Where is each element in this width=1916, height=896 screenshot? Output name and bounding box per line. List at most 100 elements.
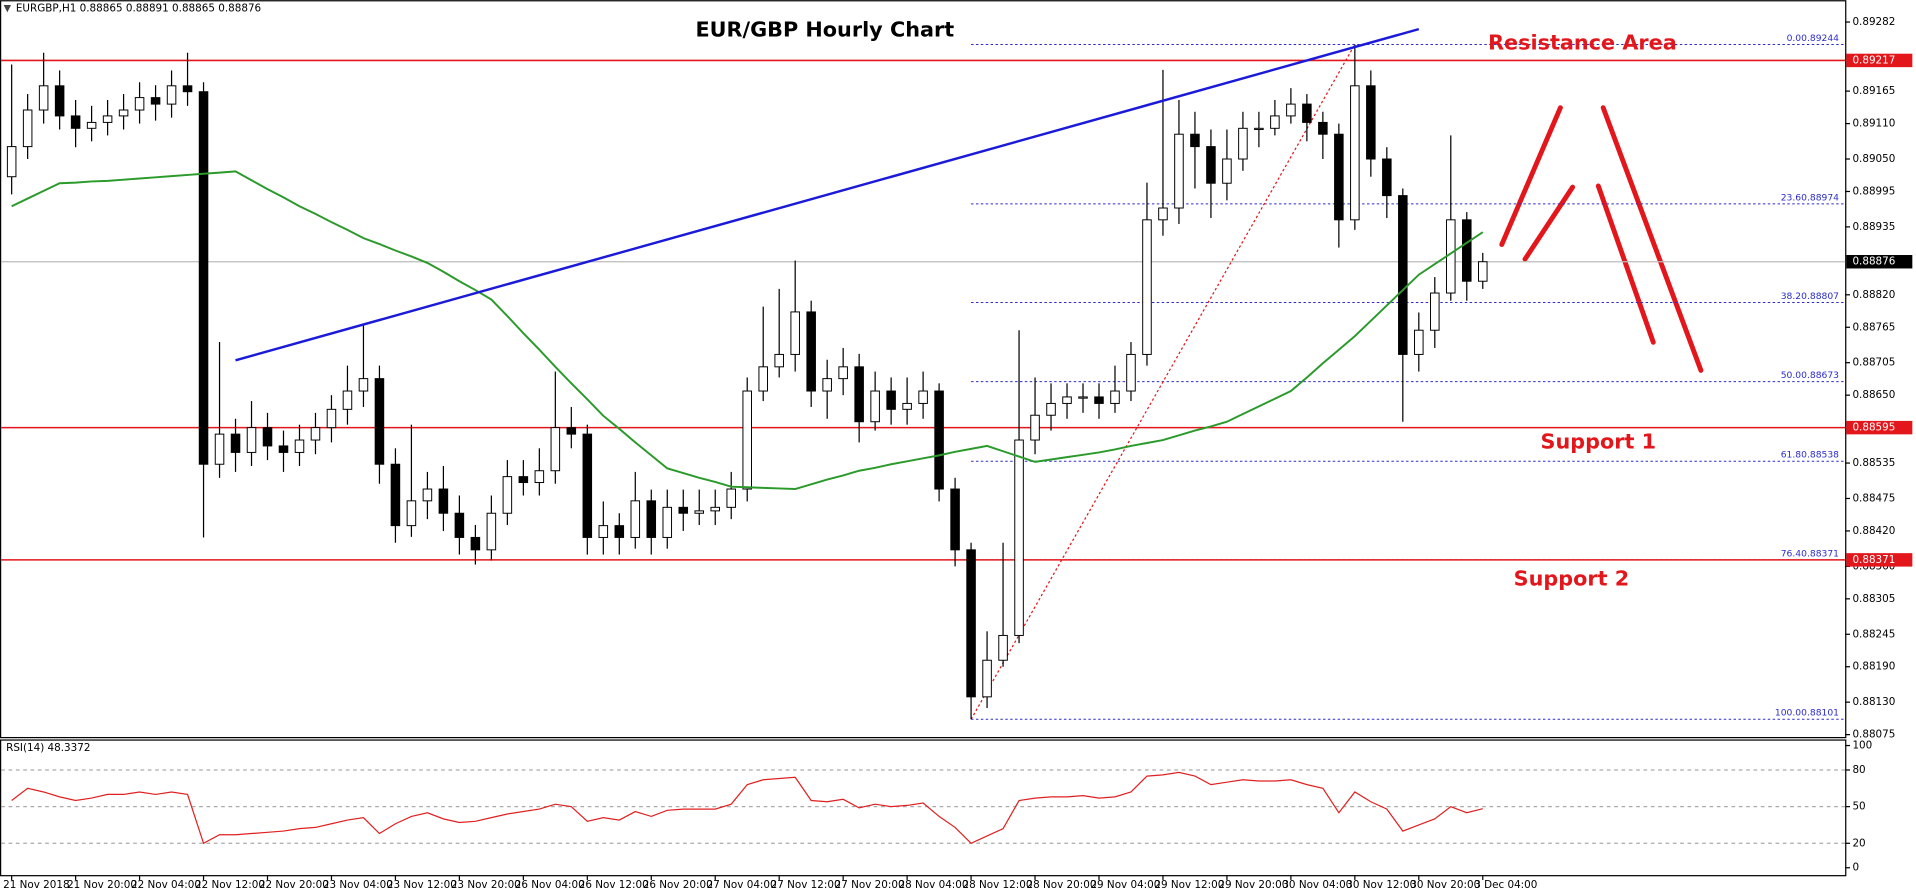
arrow-down [1600, 105, 1704, 373]
y-tick-label: 0.89165 [1852, 85, 1895, 97]
candle-body [1286, 103, 1296, 117]
level-label: 0.88371 [1852, 554, 1895, 566]
y-tick-label: 0.88765 [1852, 321, 1895, 333]
candle-body [1030, 414, 1040, 441]
candle-body [614, 525, 625, 538]
x-tick-label: 23 Nov 20:00 [451, 879, 521, 891]
candle-body [54, 85, 65, 117]
level-annotation: Support 2 [1514, 566, 1630, 590]
rsi-tick-label: 50 [1852, 801, 1865, 813]
trendline [235, 27, 1420, 362]
candle-body [1014, 439, 1024, 636]
candle-body [118, 109, 129, 117]
candle-body [230, 433, 241, 453]
x-tick-label: 21 Nov 2018 [3, 879, 69, 891]
y-tick-label: 0.89110 [1852, 118, 1895, 130]
candle-body [470, 536, 481, 551]
candle-body [1254, 127, 1264, 131]
candle-body [358, 378, 369, 392]
candle-body [774, 353, 784, 368]
candle-body [134, 97, 145, 111]
chart-title: EUR/GBP Hourly Chart [695, 18, 954, 42]
fib-ratio: 61.8 [1781, 450, 1802, 461]
fib-ratio: 50.0 [1781, 370, 1802, 381]
candle-body [1350, 85, 1360, 221]
level-box [1846, 553, 1913, 567]
candle-body [1318, 121, 1328, 135]
x-tick-label: 27 Nov 20:00 [835, 879, 905, 891]
rsi-panel [0, 739, 1847, 877]
y-tick-label: 0.88075 [1852, 729, 1895, 741]
candle-body [70, 115, 81, 129]
candle-body [182, 85, 193, 93]
main-panel [0, 0, 1847, 739]
candle-body [390, 463, 401, 527]
candle-body [934, 390, 944, 490]
candle-body [214, 433, 225, 465]
fib-price: 0.88974 [1801, 192, 1839, 203]
x-tick-label: 26 Nov 04:00 [515, 879, 585, 891]
y-tick-label: 0.88475 [1852, 492, 1895, 504]
level-label: 0.88595 [1852, 422, 1895, 434]
candle-body [1430, 292, 1440, 331]
candle-body [166, 85, 177, 105]
candle-body [678, 506, 689, 514]
candle-body [278, 445, 289, 453]
x-tick-label: 30 Nov 20:00 [1410, 879, 1480, 891]
candle-body [22, 109, 33, 148]
x-tick-label: 3 Dec 04:00 [1474, 879, 1537, 891]
candle-body [534, 470, 545, 484]
candle-body [662, 506, 673, 538]
candle-body [1366, 85, 1376, 160]
candle-body [630, 500, 641, 538]
y-tick-label: 0.88820 [1852, 289, 1895, 301]
moving-average [11, 170, 1484, 491]
candle-body [582, 433, 593, 538]
candle-body [1190, 133, 1200, 148]
x-tick-label: 27 Nov 04:00 [707, 879, 777, 891]
x-tick-label: 28 Nov 12:00 [963, 879, 1033, 891]
y-tick-label: 0.89282 [1852, 16, 1895, 28]
candle-body [1398, 195, 1408, 355]
arrow-up [1522, 184, 1576, 262]
candle-body [902, 402, 912, 410]
rsi-title: RSI(14) 48.3372 [6, 742, 90, 754]
y-tick-label: 0.89050 [1852, 153, 1895, 165]
candle-body [1046, 402, 1056, 416]
candle-body [646, 500, 657, 538]
candle-body [1206, 146, 1216, 184]
candle-body [1110, 390, 1120, 404]
level-label: 0.89217 [1852, 54, 1895, 66]
candle-body [886, 390, 896, 410]
x-tick-label: 26 Nov 12:00 [579, 879, 649, 891]
x-tick-label: 23 Nov 04:00 [323, 879, 393, 891]
candle-body [710, 506, 721, 512]
fib-price: 0.88538 [1801, 450, 1839, 461]
candle-body [870, 390, 880, 423]
x-tick-label: 30 Nov 04:00 [1282, 879, 1352, 891]
candle-body [518, 476, 529, 484]
x-tick-label: 29 Nov 20:00 [1218, 879, 1288, 891]
x-tick-label: 29 Nov 12:00 [1154, 879, 1224, 891]
y-tick-label: 0.88305 [1852, 593, 1895, 605]
candle-body [1478, 261, 1488, 282]
rsi-tick-label: 20 [1852, 837, 1865, 849]
candle-body [598, 525, 609, 538]
arrow-up [1499, 105, 1563, 247]
fib-ratio: 76.4 [1781, 548, 1802, 559]
level-box [1846, 420, 1913, 435]
candle-body [198, 91, 209, 465]
forecast-arrows [1499, 105, 1704, 373]
x-tick-label: 23 Nov 12:00 [387, 879, 457, 891]
x-tick-label: 28 Nov 04:00 [899, 879, 969, 891]
x-tick-label: 22 Nov 20:00 [259, 879, 329, 891]
x-tick-label: 28 Nov 20:00 [1026, 879, 1096, 891]
x-tick-label: 22 Nov 04:00 [131, 879, 201, 891]
fib-price: 0.88807 [1801, 291, 1839, 302]
candle-body [790, 311, 800, 355]
candle-body [806, 311, 816, 392]
candle-body [86, 121, 97, 129]
fib-price: 0.88673 [1801, 370, 1839, 381]
